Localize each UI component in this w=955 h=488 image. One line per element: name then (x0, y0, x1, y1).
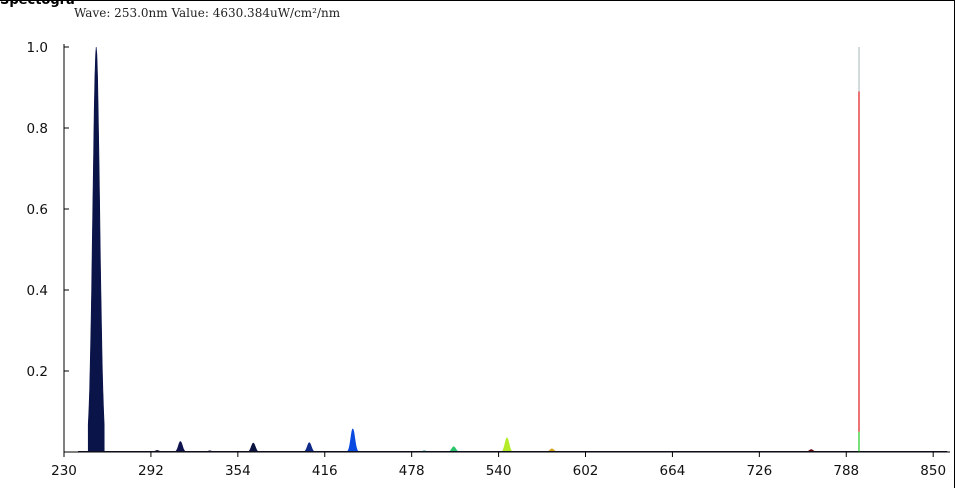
cursor-readout: Wave: 253.0nm Value: 4630.384uW/cm²/nm (74, 6, 341, 20)
spectrum-marks (78, 46, 948, 453)
x-tick-label: 602 (573, 463, 599, 479)
y-tick-label: 0.8 (27, 121, 48, 137)
y-tick-label: 0.2 (27, 364, 48, 380)
window-title: Spectogra (0, 0, 75, 8)
x-tick-label: 788 (833, 463, 859, 479)
spectral-peak (302, 442, 316, 453)
x-tick-label: 726 (746, 463, 772, 479)
x-tick-label: 354 (225, 463, 251, 479)
spectral-peak (346, 428, 360, 453)
x-tick-label: 230 (51, 463, 77, 479)
spectral-peak (246, 442, 260, 453)
y-tick-label: 0.4 (27, 283, 48, 299)
spectral-peak (500, 437, 514, 453)
x-tick-label: 416 (312, 463, 338, 479)
x-tick-label: 292 (138, 463, 164, 479)
x-tick-label: 478 (399, 463, 425, 479)
y-tick-label: 1.0 (27, 40, 48, 56)
x-tick-label: 850 (920, 463, 946, 479)
x-tick-label: 540 (486, 463, 512, 479)
spectral-peak (87, 46, 105, 453)
x-tick-label: 664 (660, 463, 686, 479)
y-tick-label: 0.6 (27, 202, 48, 218)
spectral-peak (173, 441, 187, 453)
